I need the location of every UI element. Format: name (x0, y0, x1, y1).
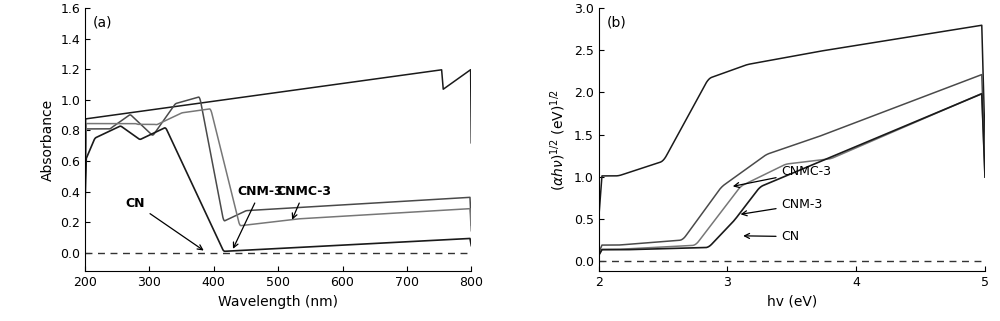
Text: CNM-3: CNM-3 (233, 185, 283, 247)
Text: CNMC-3: CNMC-3 (734, 165, 832, 187)
Text: (a): (a) (93, 16, 112, 30)
X-axis label: Wavelength (nm): Wavelength (nm) (218, 295, 338, 309)
Text: CN: CN (745, 230, 800, 243)
Text: CN: CN (125, 197, 203, 250)
Text: (b): (b) (606, 16, 626, 30)
X-axis label: hv (eV): hv (eV) (767, 295, 817, 309)
Y-axis label: Absorbance: Absorbance (41, 99, 55, 181)
Text: CNMC-3: CNMC-3 (277, 185, 332, 218)
Y-axis label: $(\alpha h\nu)^{1/2}\ \mathrm{(eV)^{1/2}}$: $(\alpha h\nu)^{1/2}\ \mathrm{(eV)^{1/2}… (549, 89, 568, 191)
Text: CNM-3: CNM-3 (742, 198, 823, 216)
